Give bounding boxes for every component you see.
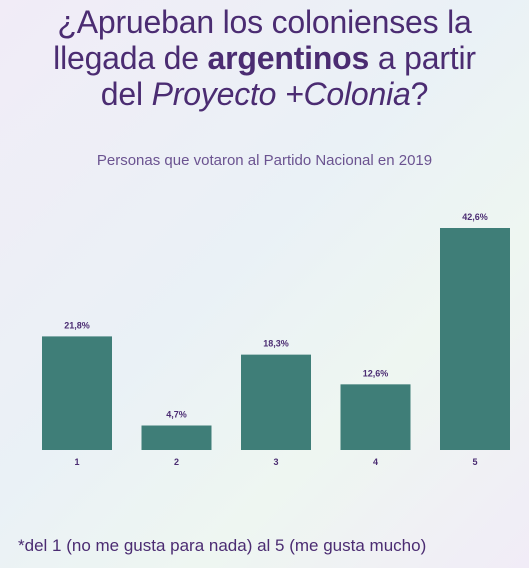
x-tick-2: 2 — [174, 457, 179, 467]
bar-4 — [340, 384, 411, 450]
data-label-4: 12,6% — [363, 368, 389, 378]
bar-1 — [42, 336, 112, 450]
title-bold: argentinos — [207, 40, 370, 76]
bar-5 — [440, 228, 510, 450]
x-tick-4: 4 — [373, 457, 378, 467]
footnote: *del 1 (no me gusta para nada) al 5 (me … — [18, 536, 427, 555]
title-part5: ? — [410, 76, 429, 112]
title-italic: Proyecto +Colonia — [151, 76, 411, 112]
title-part3: a partir — [369, 40, 476, 76]
bar-2 — [141, 425, 212, 450]
data-label-3: 18,3% — [263, 339, 289, 349]
x-tick-5: 5 — [472, 457, 477, 467]
page-title: ¿Aprueban los colonienses la llegada de … — [0, 4, 529, 112]
title-part2: llegada de — [53, 40, 208, 76]
bar-3 — [241, 354, 311, 450]
title-part1: ¿Aprueban los colonienses la — [57, 4, 472, 40]
x-tick-3: 3 — [273, 457, 278, 467]
data-label-2: 4,7% — [166, 410, 187, 420]
chart-title: Personas que votaron al Partido Nacional… — [96, 152, 433, 169]
data-label-5: 42,6% — [462, 212, 488, 222]
x-tick-1: 1 — [74, 457, 79, 467]
title-part4: del — [100, 76, 152, 112]
data-label-1: 21,8% — [64, 320, 90, 330]
